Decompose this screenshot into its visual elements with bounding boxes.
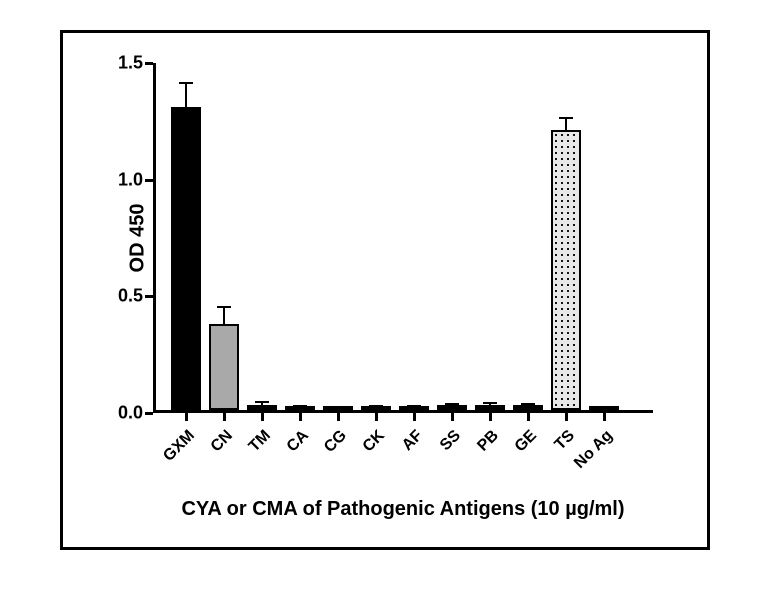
error-bar bbox=[223, 307, 225, 326]
bar bbox=[551, 130, 581, 410]
y-axis-title: OD 450 bbox=[127, 204, 150, 273]
error-bar bbox=[565, 118, 567, 132]
bar bbox=[209, 324, 239, 410]
bar bbox=[171, 107, 201, 410]
y-tick-label: 0.0 bbox=[98, 403, 143, 424]
y-tick bbox=[145, 412, 153, 415]
error-bar bbox=[185, 83, 187, 109]
y-axis bbox=[153, 63, 156, 413]
error-cap bbox=[521, 403, 535, 405]
bar-SS bbox=[437, 63, 467, 413]
x-tick bbox=[223, 413, 226, 421]
x-tick bbox=[299, 413, 302, 421]
chart-frame: 0.00.51.01.5 GXMCNTMCACGCKAFSSPBGETSNo A… bbox=[60, 30, 710, 550]
bar-GE bbox=[513, 63, 543, 413]
bar-CG bbox=[323, 63, 353, 413]
bar-PB bbox=[475, 63, 505, 413]
error-cap bbox=[597, 406, 611, 408]
plot-area: 0.00.51.01.5 GXMCNTMCACGCKAFSSPBGETSNo A… bbox=[153, 63, 653, 413]
x-tick bbox=[375, 413, 378, 421]
bar-CA bbox=[285, 63, 315, 413]
x-tick bbox=[451, 413, 454, 421]
error-cap bbox=[293, 405, 307, 407]
error-cap bbox=[369, 405, 383, 407]
y-tick bbox=[145, 62, 153, 65]
x-axis-title: CYA or CMA of Pathogenic Antigens (10 µg… bbox=[181, 498, 624, 521]
y-tick-label: 1.0 bbox=[98, 169, 143, 190]
bar-TM bbox=[247, 63, 277, 413]
bar-GXM bbox=[171, 63, 201, 413]
bar-AF bbox=[399, 63, 429, 413]
y-tick-label: 1.5 bbox=[98, 53, 143, 74]
error-cap bbox=[331, 406, 345, 408]
error-cap bbox=[483, 402, 497, 404]
x-tick bbox=[185, 413, 188, 421]
x-tick bbox=[527, 413, 530, 421]
bar-CN bbox=[209, 63, 239, 413]
x-tick bbox=[413, 413, 416, 421]
bar-TS bbox=[551, 63, 581, 413]
bar-CK bbox=[361, 63, 391, 413]
x-tick bbox=[337, 413, 340, 421]
error-cap bbox=[407, 405, 421, 407]
error-cap bbox=[445, 403, 459, 405]
y-tick-label: 0.5 bbox=[98, 286, 143, 307]
x-tick bbox=[261, 413, 264, 421]
x-tick bbox=[565, 413, 568, 421]
x-tick bbox=[603, 413, 606, 421]
error-cap bbox=[559, 117, 573, 119]
x-tick bbox=[489, 413, 492, 421]
error-cap bbox=[255, 401, 269, 403]
bar-No Ag bbox=[589, 63, 619, 413]
error-cap bbox=[217, 306, 231, 308]
y-tick bbox=[145, 295, 153, 298]
y-tick bbox=[145, 179, 153, 182]
error-cap bbox=[179, 82, 193, 84]
